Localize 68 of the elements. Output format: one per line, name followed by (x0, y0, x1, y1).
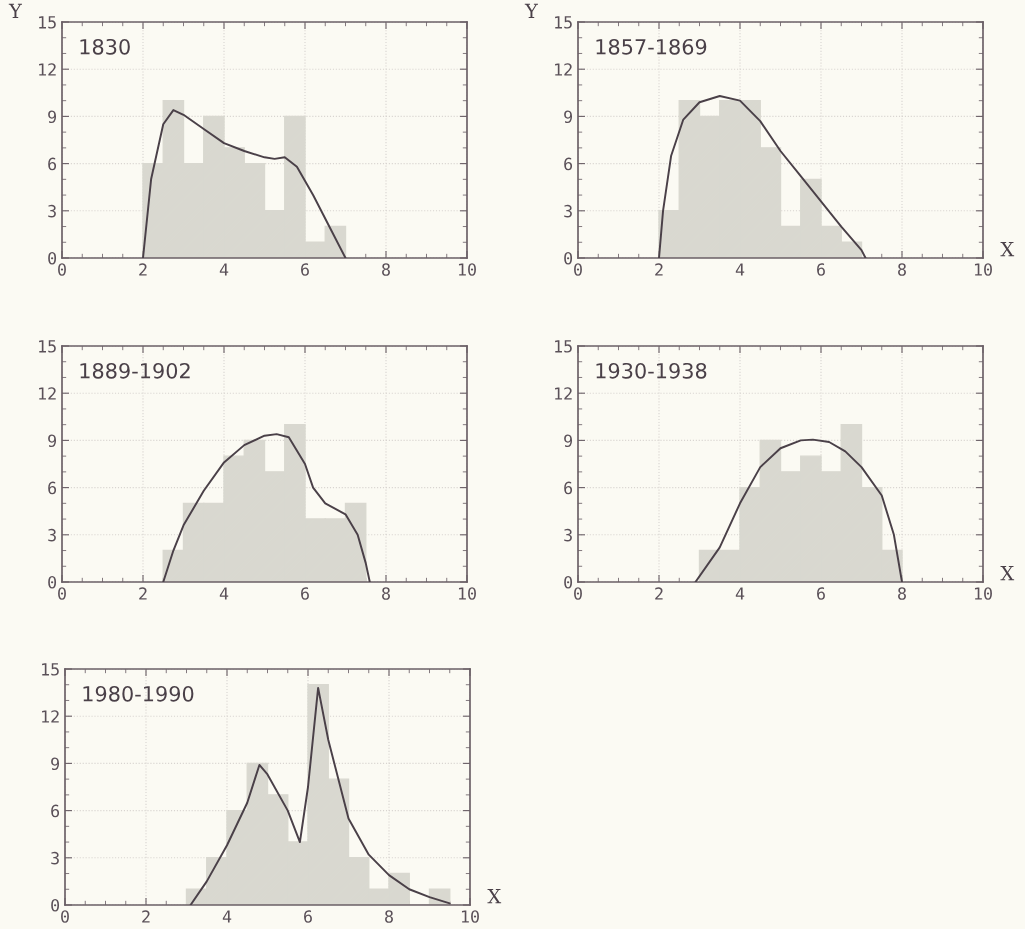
y-tick-label: 3 (48, 528, 56, 542)
x-tick-label: 4 (219, 263, 229, 276)
y-tick-label: 15 (555, 16, 572, 29)
x-tick-label: 8 (898, 587, 906, 600)
y-tick-label: 3 (564, 528, 572, 542)
x-tick-label: 8 (382, 263, 390, 276)
y-tick-label: 9 (51, 757, 60, 771)
y-tick-label: 15 (39, 340, 56, 353)
y-tick-label: 12 (39, 387, 56, 400)
x-tick-label: 6 (301, 587, 309, 600)
y-tick-label: 6 (48, 481, 57, 495)
y-tick-label: 0 (51, 899, 60, 912)
x-axis-title: X (487, 889, 502, 904)
x-tick-label: 10 (974, 587, 992, 600)
y-tick-label: 15 (42, 663, 59, 676)
y-tick-label: 3 (48, 204, 56, 218)
y-tick-label: 9 (48, 434, 57, 448)
y-tick-label: 9 (564, 110, 573, 124)
y-tick-label: 6 (48, 157, 57, 171)
y-tick-label: 3 (51, 851, 59, 865)
y-tick-label: 12 (555, 387, 572, 400)
x-tick-label: 4 (222, 910, 232, 923)
x-tick-label: 8 (898, 263, 906, 276)
x-tick-label: 4 (735, 587, 745, 600)
y-axis-title: Y (8, 3, 23, 18)
x-tick-label: 6 (304, 910, 312, 923)
y-tick-label: 3 (564, 204, 572, 218)
x-tick-label: 6 (301, 263, 309, 276)
text: 1830 (80, 38, 130, 55)
y-tick-label: 6 (564, 481, 573, 495)
x-tick-label: 2 (139, 263, 147, 276)
x-tick-label: 10 (458, 587, 476, 600)
x-tick-label: 10 (458, 263, 476, 276)
y-tick-label: 0 (564, 252, 573, 265)
y-tick-label: 15 (39, 16, 56, 29)
y-tick-label: 0 (564, 576, 573, 589)
x-tick-label: 0 (61, 910, 69, 923)
x-tick-label: 2 (142, 910, 150, 923)
y-tick-label: 0 (48, 576, 57, 589)
text: 1857-1869 (596, 38, 707, 55)
x-tick-label: 2 (655, 263, 663, 276)
y-tick-label: 12 (39, 63, 56, 76)
x-tick-label: 10 (461, 910, 479, 923)
x-tick-label: 2 (139, 587, 147, 600)
text: 1980-1990 (83, 685, 194, 702)
x-tick-label: 4 (219, 587, 229, 600)
y-axis-title: Y (524, 3, 539, 18)
text: 1930-1938 (596, 362, 707, 379)
x-tick-label: 2 (655, 587, 663, 600)
y-tick-label: 12 (42, 710, 59, 723)
y-tick-label: 6 (51, 804, 60, 818)
x-tick-label: 8 (382, 587, 390, 600)
y-tick-label: 0 (48, 252, 57, 265)
x-tick-label: 6 (817, 263, 825, 276)
x-tick-label: 0 (574, 263, 582, 276)
x-axis-title: X (1000, 242, 1015, 257)
text: 1889-1902 (80, 362, 190, 379)
y-tick-label: 9 (564, 434, 573, 448)
x-tick-label: 8 (385, 910, 393, 923)
x-tick-label: 6 (817, 587, 825, 600)
y-tick-label: 15 (555, 340, 572, 353)
x-tick-label: 4 (735, 263, 745, 276)
x-tick-label: 0 (574, 587, 582, 600)
x-axis-title: X (1000, 566, 1015, 581)
y-tick-label: 6 (564, 157, 573, 171)
x-tick-label: 10 (974, 263, 992, 276)
y-tick-label: 12 (555, 63, 572, 76)
y-tick-label: 9 (48, 110, 57, 124)
